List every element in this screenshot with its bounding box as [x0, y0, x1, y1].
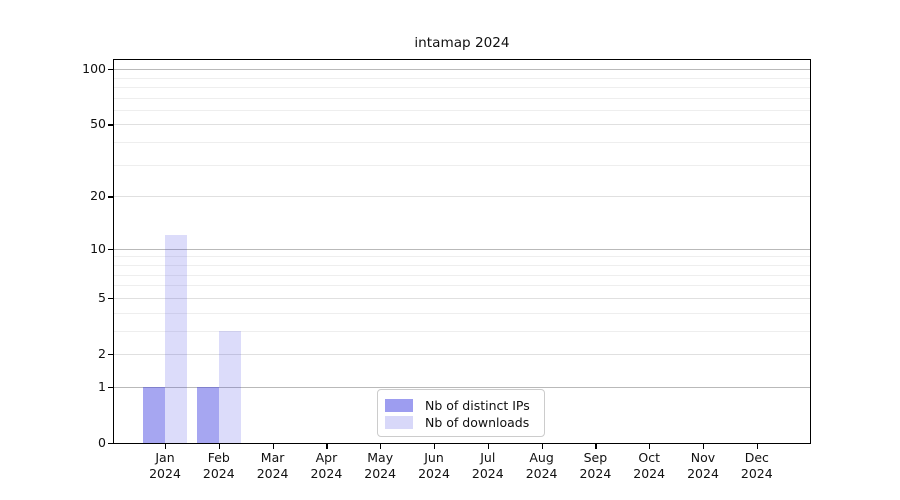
- y-tick-mark: [108, 386, 113, 389]
- gridline-decade: [114, 248, 810, 250]
- x-tick-label: Aug 2024: [525, 450, 558, 481]
- gridline-minor: [114, 330, 810, 332]
- legend-swatch-downloads: [385, 415, 413, 429]
- gridline-major: [114, 196, 810, 198]
- x-tick-label: Oct 2024: [633, 450, 666, 481]
- y-tick-mark: [108, 248, 113, 250]
- y-tick-label: 50: [90, 116, 106, 132]
- gridline-minor: [114, 164, 810, 166]
- bar-distinct-ips: [143, 386, 165, 443]
- y-tick-label: 0: [98, 435, 106, 450]
- x-tick-mark: [541, 444, 543, 449]
- y-tick-label: 5: [98, 289, 106, 305]
- legend-label-downloads: Nb of downloads: [425, 414, 530, 430]
- legend-label-distinct-ips: Nb of distinct IPs: [425, 397, 530, 413]
- x-tick-mark: [165, 444, 167, 449]
- gridline-major: [114, 297, 810, 299]
- gridline-minor: [114, 142, 810, 144]
- gridline-minor: [114, 109, 810, 111]
- x-tick-mark: [487, 444, 489, 449]
- gridline-decade: [114, 69, 810, 71]
- y-tick-label: 1: [98, 378, 106, 394]
- x-tick-label: Dec 2024: [740, 450, 773, 481]
- x-tick-label: May 2024: [364, 450, 397, 481]
- legend-item-distinct-ips: Nb of distinct IPs: [385, 397, 535, 413]
- x-tick-mark: [380, 444, 382, 449]
- y-tick-mark: [108, 443, 113, 445]
- gridline-minor: [114, 256, 810, 258]
- y-tick-label: 10: [90, 240, 106, 256]
- x-tick-label: Apr 2024: [310, 450, 343, 481]
- x-tick-label: Jul 2024: [471, 450, 504, 481]
- x-tick-label: Sep 2024: [579, 450, 612, 481]
- gridline-minor: [114, 86, 810, 88]
- chart-title: intamap 2024: [414, 35, 510, 51]
- x-tick-mark: [326, 444, 328, 449]
- legend: Nb of distinct IPs Nb of downloads: [377, 389, 545, 437]
- y-tick-mark: [108, 353, 113, 356]
- legend-item-downloads: Nb of downloads: [385, 414, 535, 430]
- bar-downloads: [165, 235, 187, 443]
- x-tick-mark: [595, 444, 597, 449]
- x-tick-label: Nov 2024: [687, 450, 719, 481]
- legend-swatch-distinct-ips: [385, 398, 413, 412]
- x-tick-label: Mar 2024: [256, 450, 289, 481]
- x-tick-mark: [218, 444, 220, 449]
- y-tick-label: 20: [90, 188, 106, 204]
- x-tick-mark: [703, 444, 705, 449]
- gridline-minor: [114, 274, 810, 276]
- gridline-minor: [114, 285, 810, 287]
- plot-area: [113, 59, 811, 444]
- y-tick-label: 100: [82, 61, 106, 77]
- gridline-major: [114, 124, 810, 126]
- gridline-minor: [114, 97, 810, 99]
- x-tick-label: Jun 2024: [418, 450, 450, 481]
- bar-distinct-ips: [196, 386, 219, 443]
- y-tick-mark: [108, 196, 113, 198]
- x-tick-label: Jan 2024: [149, 450, 181, 481]
- bar-downloads: [218, 330, 241, 443]
- gridline-major: [114, 353, 810, 355]
- y-tick-mark: [108, 69, 113, 71]
- y-tick-mark: [108, 124, 113, 126]
- x-tick-mark: [434, 444, 436, 449]
- x-tick-mark: [272, 444, 274, 449]
- y-tick-mark: [108, 297, 113, 300]
- gridline-minor: [114, 77, 810, 79]
- gridline-minor: [114, 312, 810, 314]
- x-tick-mark: [649, 444, 651, 449]
- x-tick-mark: [756, 444, 758, 449]
- x-tick-label: Feb 2024: [202, 450, 235, 481]
- y-tick-label: 2: [98, 345, 106, 361]
- gridline-minor: [114, 264, 810, 266]
- gridline-decade: [114, 386, 810, 388]
